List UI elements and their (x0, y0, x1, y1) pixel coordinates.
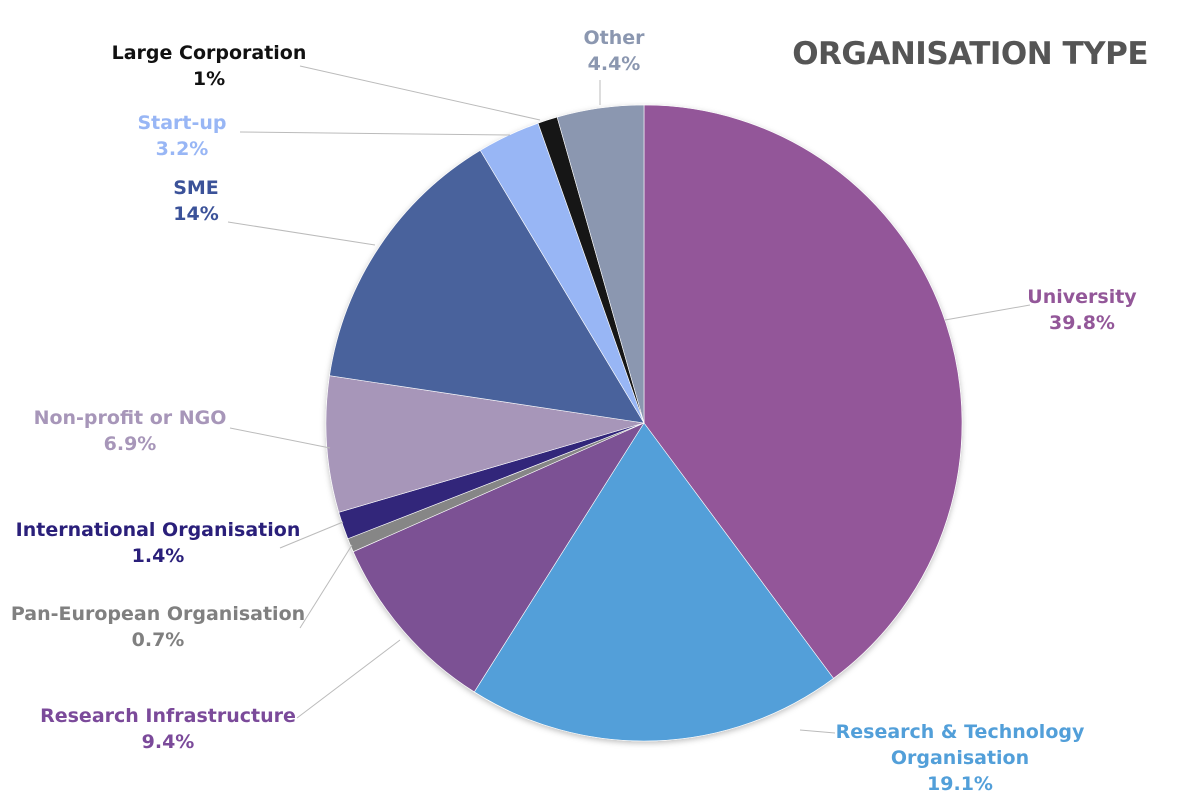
pie-slice-non-profit-or-ngo (325, 375, 645, 513)
slice-value: 3.2% (155, 138, 209, 160)
slice-label: University (1027, 286, 1137, 308)
chart-title: ORGANISATION TYPE (792, 36, 1148, 72)
slice-label: Pan-European Organisation (10, 603, 306, 625)
pie-slice-research-technology-organisation (473, 422, 834, 742)
data-label: University 39.8% (1027, 284, 1136, 336)
slice-label: Large Corporation (111, 42, 307, 64)
slice-value: 14% (173, 203, 219, 225)
slice-label: SME (173, 177, 219, 199)
slice-value: 9.4% (141, 731, 195, 753)
leader-line (239, 131, 511, 136)
pie-slice-sme (329, 149, 645, 424)
leader-line (229, 427, 331, 449)
slice-label: Start-up (137, 112, 227, 134)
leader-line (227, 221, 376, 246)
data-label: Non-profit or NGO 6.9% (34, 405, 227, 457)
slice-value: 0.7% (131, 629, 185, 651)
pie-slice-research-infrastructure (352, 422, 645, 693)
slice-label: Non-profit or NGO (33, 407, 227, 429)
data-label: Research & Technology Organisation 19.1% (836, 719, 1085, 797)
data-label: SME 14% (173, 175, 219, 227)
data-label: Pan-European Organisation 0.7% (11, 601, 305, 653)
slice-value: 19.1% (927, 773, 993, 795)
leader-line (799, 729, 836, 734)
leader-line (296, 639, 401, 719)
leader-line (299, 65, 541, 121)
pie-slice-other (556, 104, 645, 424)
slice-label: International Organisation (15, 519, 301, 541)
slice-value: 6.9% (103, 433, 157, 455)
slice-label: Other (583, 27, 645, 49)
leader-line (299, 544, 353, 629)
slice-value: 1.4% (131, 545, 185, 567)
slice-value: 1% (192, 68, 226, 90)
pie-slice-university (643, 104, 963, 679)
slice-label: Research Infrastructure (40, 705, 296, 727)
leader-line (279, 521, 344, 549)
data-label: Other 4.4% (583, 25, 644, 77)
slice-label: Research & Technology Organisation (835, 721, 1085, 769)
leader-line (944, 304, 1031, 321)
slice-value: 4.4% (587, 53, 641, 75)
data-label: Start-up 3.2% (137, 110, 226, 162)
data-label: Research Infrastructure 9.4% (40, 703, 296, 755)
data-label: International Organisation 1.4% (16, 517, 301, 569)
slice-value: 39.8% (1049, 312, 1115, 334)
data-label: Large Corporation 1% (112, 40, 307, 92)
